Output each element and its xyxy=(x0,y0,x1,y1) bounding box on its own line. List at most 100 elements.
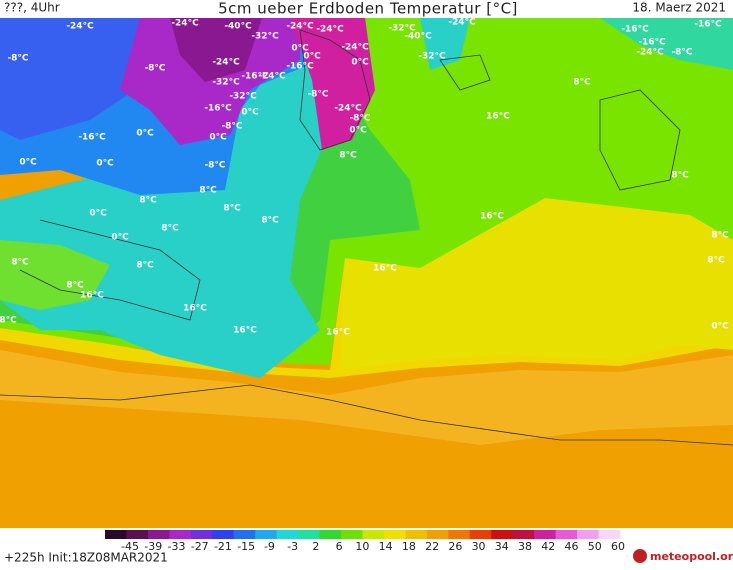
mild-band xyxy=(0,350,733,445)
colorbar-tick-label: 38 xyxy=(518,540,532,553)
colorbar-segment xyxy=(341,530,363,539)
contour-label: 0°C xyxy=(96,159,114,169)
colorbar-tick-label: -9 xyxy=(264,540,275,553)
contour-label: -8°C xyxy=(144,64,165,74)
contour-label: -16°C xyxy=(204,104,232,114)
colorbar-tick-label: 22 xyxy=(425,540,439,553)
contour-label: 0°C xyxy=(711,322,729,332)
contour-label: -32°C xyxy=(251,32,279,42)
contour-label: 0°C xyxy=(291,44,309,54)
colorbar-segment xyxy=(147,530,170,539)
contour-label: 8°C xyxy=(711,231,729,241)
header-bar xyxy=(0,0,733,18)
contour-label: 0°C xyxy=(89,209,107,219)
colorbar-tick-label: 14 xyxy=(379,540,393,553)
contour-label: 8°C xyxy=(11,258,29,268)
colorbar-segment xyxy=(362,530,385,539)
colorbar-tick-label: 6 xyxy=(336,540,343,553)
contour-label: 8°C xyxy=(136,261,154,271)
contour-label: 0°C xyxy=(136,129,154,139)
colorbar-segment xyxy=(577,530,600,539)
contour-label: 16°C xyxy=(183,304,207,314)
coastline xyxy=(299,29,371,151)
contour-label: -24°C xyxy=(212,58,240,68)
contour-label: -24°C xyxy=(316,25,344,35)
contour-label: 8°C xyxy=(261,216,279,226)
coastline xyxy=(19,219,201,321)
contour-label: -24°C xyxy=(448,18,476,28)
purple-zone xyxy=(120,18,300,145)
contour-label: 16°C xyxy=(480,212,504,222)
contour-label: -16°C xyxy=(78,133,106,143)
contour-label: -16°C xyxy=(694,20,722,30)
contour-label: -24°C xyxy=(258,72,286,82)
contour-label: 16°C xyxy=(486,112,510,122)
colorbar-tick-label: -3 xyxy=(287,540,298,553)
colorbar-tick-label: 26 xyxy=(448,540,462,553)
contour-label: -32°C xyxy=(229,92,257,102)
contour-label: -16°C xyxy=(286,62,314,72)
colorbar-segment xyxy=(233,530,256,539)
colorbar-segment xyxy=(405,530,428,539)
colorbar-segment xyxy=(298,530,321,539)
map xyxy=(0,18,733,528)
coastline xyxy=(439,54,491,91)
header-left: ???, 4Uhr xyxy=(4,1,60,15)
contour-label: 16°C xyxy=(373,264,397,274)
colorbar-segment xyxy=(319,530,342,539)
colorbar-segment xyxy=(555,530,578,539)
colorbar-tick-label: -33 xyxy=(167,540,185,553)
colorbar-tick-label: -39 xyxy=(144,540,162,553)
contour-label: 8°C xyxy=(199,186,217,196)
colorbar-segment xyxy=(212,530,235,539)
contour-label: 8°C xyxy=(671,171,689,181)
contour-label: 8°C xyxy=(223,204,241,214)
contour-label: 8°C xyxy=(573,78,591,88)
contour-label: -24°C xyxy=(66,22,94,32)
contour-label: 8°C xyxy=(66,281,84,291)
contour-label: 0°C xyxy=(209,133,227,143)
contour-label: -40°C xyxy=(224,22,252,32)
colorbar-tick-label: 50 xyxy=(588,540,602,553)
coastline xyxy=(0,384,733,446)
contour-label: 0°C xyxy=(303,52,321,62)
contour-label: 16°C xyxy=(326,328,350,338)
green-europe xyxy=(0,240,110,310)
header-title: 5cm ueber Erdboden Temperatur [°C] xyxy=(218,0,518,18)
contour-label: -16°C xyxy=(621,25,649,35)
contour-label: 0°C xyxy=(111,233,129,243)
colorbar-tick-label: -21 xyxy=(214,540,232,553)
contour-label: 0°C xyxy=(241,108,259,118)
colorbar-tick-label: 10 xyxy=(355,540,369,553)
contour-label: 16°C xyxy=(233,326,257,336)
contour-label: -32°C xyxy=(418,52,446,62)
colorbar-segment xyxy=(598,530,621,539)
contour-label: 16°C xyxy=(80,291,104,301)
colorbar-tick-label: 42 xyxy=(541,540,555,553)
logo-icon xyxy=(633,549,647,563)
yellow-zone-east xyxy=(340,198,733,370)
colorbar-tick-label: -45 xyxy=(121,540,139,553)
contour-label: 8°C xyxy=(707,256,725,266)
colorbar-segment xyxy=(276,530,299,539)
contour-labels: -24°C -24°C -40°C-32°C-24°C -24°C-16°C0°C0°… xyxy=(0,18,729,338)
contour-label: 8°C xyxy=(339,151,357,161)
colorbar-tick-label: 30 xyxy=(472,540,486,553)
colorbar-segment xyxy=(383,530,406,539)
colorbar-segment xyxy=(469,530,492,539)
colorbar-tick-label: 2 xyxy=(312,540,319,553)
colorbar-segment xyxy=(534,530,557,539)
contour-label: -16°C xyxy=(241,72,269,82)
colorbar-tick-label: -15 xyxy=(237,540,255,553)
footer-left: +225h Init:18Z08MAR2021 xyxy=(4,551,168,565)
colorbar-tick-label: -27 xyxy=(191,540,209,553)
colorbar-segment xyxy=(190,530,213,539)
colorbar-segment xyxy=(126,530,149,539)
colorbar-tick-label: 18 xyxy=(402,540,416,553)
contour-label: -8°C xyxy=(204,161,225,171)
contour-label: -8°C xyxy=(671,48,692,58)
contour-label: -24°C xyxy=(286,22,314,32)
coastline xyxy=(599,89,681,191)
contour-label: 8°C xyxy=(139,196,157,206)
